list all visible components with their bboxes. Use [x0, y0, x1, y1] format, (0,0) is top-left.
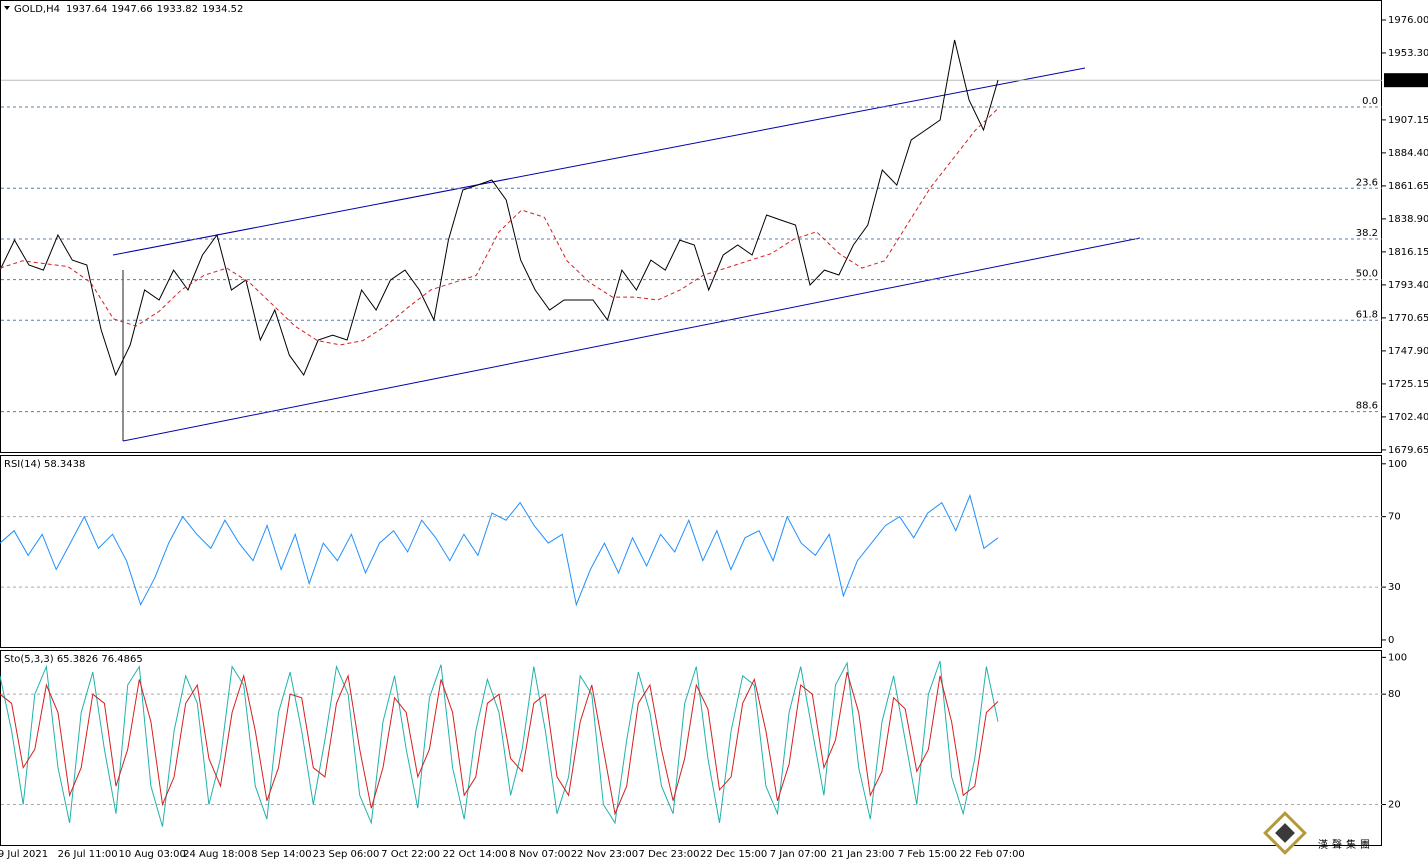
- panel-title: RSI(14) 58.3438: [4, 459, 85, 470]
- logo: [1263, 811, 1307, 855]
- main-panel: [0, 0, 1382, 453]
- current-price-label: 1934.52: [1388, 75, 1428, 86]
- x-tick-label: 10 Aug 03:00: [118, 849, 185, 860]
- fib-label: 61.8: [1356, 309, 1378, 320]
- x-tick-label: 8 Sep 14:00: [251, 849, 311, 860]
- menu-arrow: [4, 6, 10, 10]
- fib-label: 50.0: [1356, 269, 1378, 280]
- x-tick-label: 22 Feb 07:00: [959, 849, 1025, 860]
- x-tick-label: 22 Nov 23:00: [571, 849, 638, 860]
- rsi-panel: [0, 455, 1382, 648]
- fib-label: 23.6: [1356, 177, 1378, 188]
- x-tick-label: 23 Sep 06:00: [313, 849, 380, 860]
- series-line: [0, 671, 999, 816]
- y-tick-label: 70: [1388, 512, 1401, 523]
- panel-title: Sto(5,3,3) 65.3826 76.4865: [4, 654, 143, 665]
- y-tick-label: 1838.90: [1388, 214, 1428, 225]
- channel-lower: [122, 237, 1141, 442]
- y-tick-label: 20: [1388, 800, 1401, 811]
- ohlc-value: 1947.66: [111, 4, 152, 15]
- y-tick-label: 1816.15: [1388, 247, 1428, 258]
- x-tick-label: 7 Oct 22:00: [381, 849, 440, 860]
- x-tick-label: 26 Jul 11:00: [58, 849, 118, 860]
- series-line: [0, 493, 999, 607]
- watermark: 漢聲集團: [1318, 838, 1374, 851]
- x-tick-label: 22 Dec 15:00: [700, 849, 767, 860]
- x-tick-label: 24 Aug 18:00: [183, 849, 250, 860]
- y-tick-label: 100: [1388, 652, 1407, 663]
- y-tick-label: 1953.30: [1388, 48, 1428, 59]
- ohlc-value: 1934.52: [202, 4, 243, 15]
- fib-label: 88.6: [1356, 401, 1378, 412]
- fib-label: 38.2: [1356, 228, 1378, 239]
- ohlc-value: 1933.82: [157, 4, 198, 15]
- y-tick-label: 1702.40: [1388, 412, 1428, 423]
- y-tick-label: 1861.65: [1388, 181, 1428, 192]
- series-line: [0, 39, 999, 377]
- y-tick-label: 1747.90: [1388, 346, 1428, 357]
- ohlc-value: 1937.64: [66, 4, 107, 15]
- y-tick-label: 1793.40: [1388, 280, 1428, 291]
- x-tick-label: 8 Nov 07:00: [509, 849, 570, 860]
- y-tick-label: 30: [1388, 582, 1401, 593]
- y-tick-label: 80: [1388, 689, 1401, 700]
- y-tick-label: 100: [1388, 459, 1407, 470]
- y-tick-label: 1679.65: [1388, 445, 1428, 456]
- y-tick-label: 0: [1388, 635, 1394, 646]
- x-tick-label: 7 Dec 23:00: [639, 849, 700, 860]
- y-tick-label: 1770.65: [1388, 313, 1428, 324]
- fib-label: 0.0: [1362, 96, 1378, 107]
- current-price-box: [1384, 73, 1428, 88]
- y-tick-label: 1976.00: [1388, 15, 1428, 26]
- y-tick-label: 1907.15: [1388, 115, 1428, 126]
- x-tick-label: 22 Oct 14:00: [443, 849, 508, 860]
- x-tick-label: 7 Jan 07:00: [770, 849, 827, 860]
- panel-title: GOLD,H4: [14, 4, 60, 15]
- series-line: [0, 108, 999, 346]
- x-tick-label: 7 Feb 15:00: [898, 849, 957, 860]
- y-tick-label: 1725.15: [1388, 379, 1428, 390]
- x-tick-label: 9 Jul 2021: [0, 849, 48, 860]
- channel-upper: [112, 67, 1086, 256]
- y-tick-label: 1884.40: [1388, 148, 1428, 159]
- x-tick-label: 21 Jan 23:00: [831, 849, 894, 860]
